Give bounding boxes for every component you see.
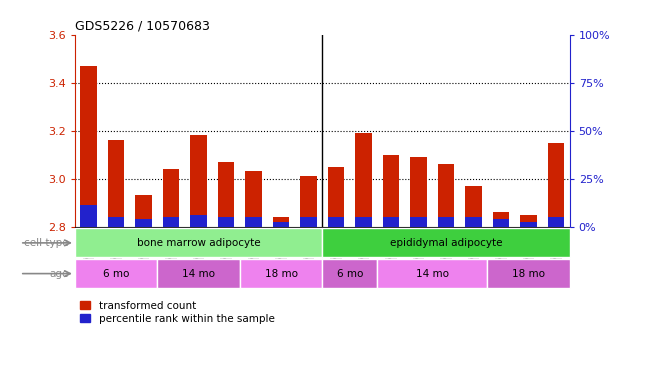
Bar bbox=[163, 169, 179, 227]
Bar bbox=[108, 217, 124, 227]
Text: 18 mo: 18 mo bbox=[512, 268, 545, 279]
Bar bbox=[520, 215, 536, 227]
Bar bbox=[163, 217, 179, 227]
Bar bbox=[245, 217, 262, 227]
Bar bbox=[273, 222, 289, 227]
Bar bbox=[465, 186, 482, 227]
Bar bbox=[273, 217, 289, 227]
Bar bbox=[327, 217, 344, 227]
Bar bbox=[437, 164, 454, 227]
Bar bbox=[355, 217, 372, 227]
Bar bbox=[410, 157, 426, 227]
Bar bbox=[322, 259, 377, 288]
Bar bbox=[322, 228, 570, 257]
Bar bbox=[465, 217, 482, 227]
Bar bbox=[240, 259, 322, 288]
Bar bbox=[410, 217, 426, 227]
Text: age: age bbox=[49, 268, 68, 279]
Bar bbox=[383, 154, 399, 227]
Bar bbox=[487, 259, 570, 288]
Bar bbox=[520, 222, 536, 227]
Bar bbox=[547, 142, 564, 227]
Bar bbox=[245, 171, 262, 227]
Bar bbox=[437, 217, 454, 227]
Bar bbox=[75, 259, 158, 288]
Bar bbox=[190, 215, 207, 227]
Bar bbox=[327, 167, 344, 227]
Bar bbox=[75, 228, 322, 257]
Bar bbox=[218, 162, 234, 227]
Text: epididymal adipocyte: epididymal adipocyte bbox=[390, 238, 502, 248]
Text: bone marrow adipocyte: bone marrow adipocyte bbox=[137, 238, 260, 248]
Legend: transformed count, percentile rank within the sample: transformed count, percentile rank withi… bbox=[80, 301, 275, 324]
Bar bbox=[218, 217, 234, 227]
Text: 6 mo: 6 mo bbox=[337, 268, 363, 279]
Bar bbox=[80, 66, 97, 227]
Bar bbox=[300, 217, 317, 227]
Text: GDS5226 / 10570683: GDS5226 / 10570683 bbox=[75, 19, 210, 32]
Bar bbox=[377, 259, 487, 288]
Bar bbox=[493, 219, 509, 227]
Text: 14 mo: 14 mo bbox=[416, 268, 449, 279]
Bar bbox=[108, 140, 124, 227]
Bar bbox=[355, 133, 372, 227]
Text: 6 mo: 6 mo bbox=[103, 268, 130, 279]
Bar bbox=[547, 217, 564, 227]
Bar bbox=[135, 219, 152, 227]
Text: 14 mo: 14 mo bbox=[182, 268, 215, 279]
Bar bbox=[135, 195, 152, 227]
Bar bbox=[383, 217, 399, 227]
Bar bbox=[493, 212, 509, 227]
Bar bbox=[190, 135, 207, 227]
Bar bbox=[80, 205, 97, 227]
Text: cell type: cell type bbox=[23, 238, 68, 248]
Bar bbox=[158, 259, 240, 288]
Text: 18 mo: 18 mo bbox=[264, 268, 298, 279]
Bar bbox=[300, 176, 317, 227]
